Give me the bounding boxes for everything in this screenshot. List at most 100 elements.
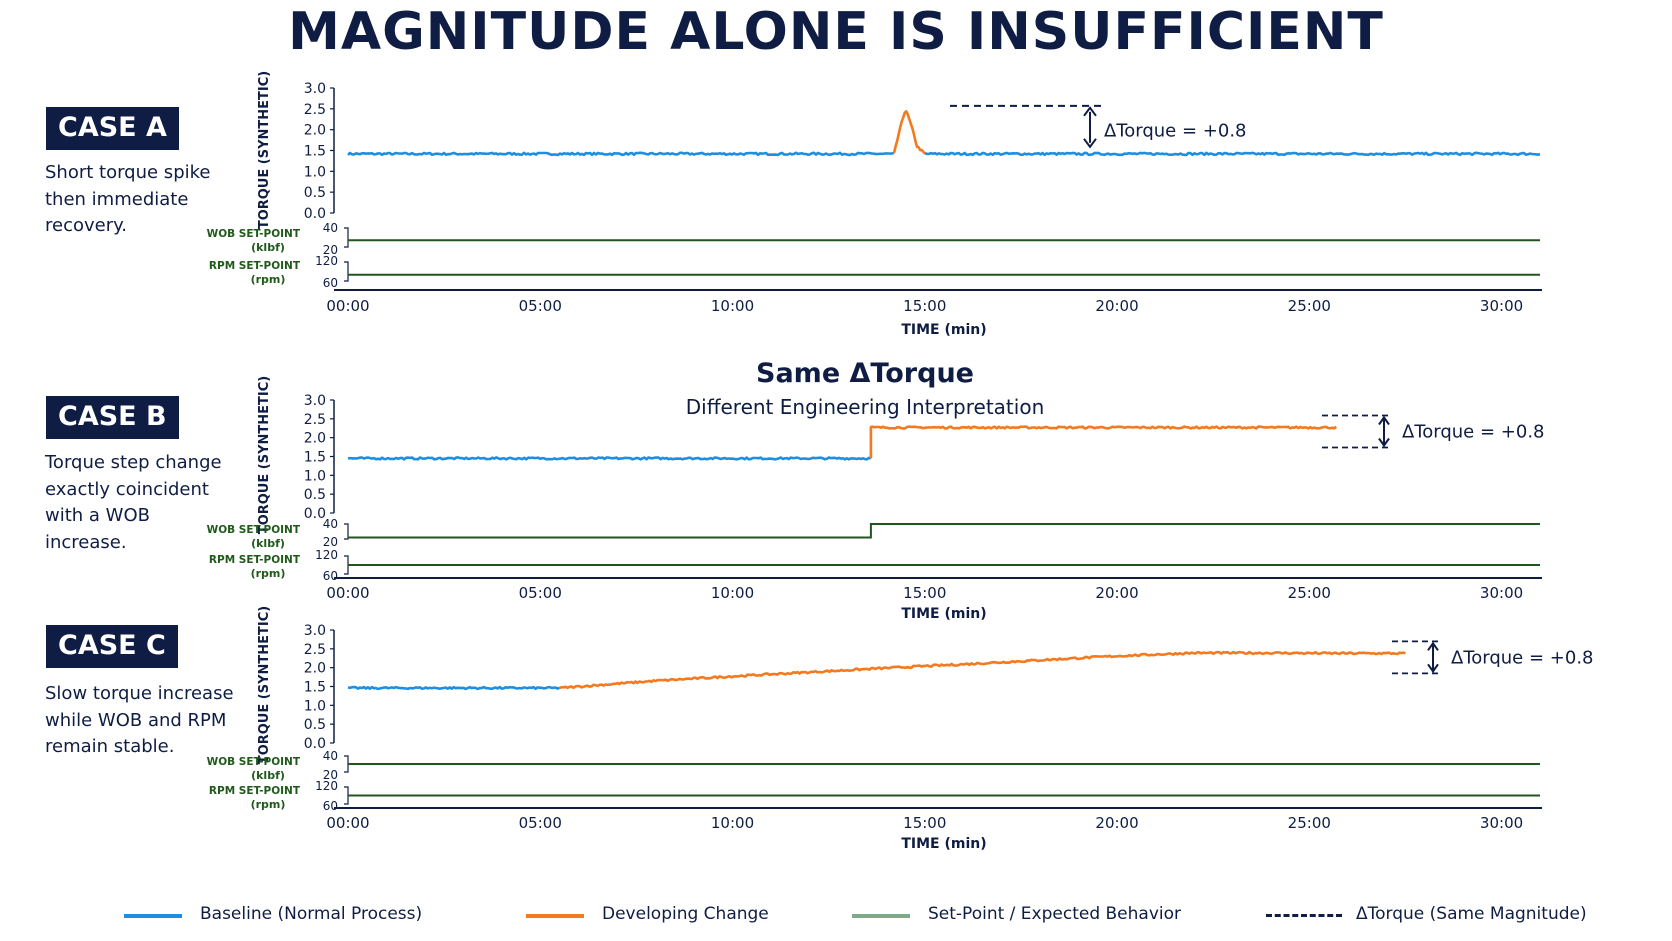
case-c-rpm-tick-120: 120	[315, 779, 338, 793]
case-b-torque-ytick-label: 2.5	[304, 412, 326, 428]
case-a-xtick-label: 10:00	[711, 297, 754, 315]
case-a-torque-developing-series	[892, 110, 926, 155]
legend-label-baseline: Baseline (Normal Process)	[200, 904, 423, 924]
legend-swatch-setpoint	[852, 914, 910, 918]
case-a-delta-arrowhead-up	[1083, 106, 1097, 117]
case-b-torque-ytick-label: 0.0	[304, 506, 326, 522]
case-a-torque-ylabel: TORQUE (SYNTHETIC)	[257, 71, 272, 229]
case-b-description: Torque step change exactly coincident wi…	[45, 452, 222, 553]
case-a-rpm-label: RPM SET-POINT	[209, 260, 301, 272]
case-a-rpm-unit: (rpm)	[251, 273, 286, 286]
case-b-wob-unit: (klbf)	[251, 537, 285, 550]
case-c-xtick-label: 00:00	[326, 814, 369, 832]
case-c-rpm-label: RPM SET-POINT	[209, 785, 301, 797]
middle-title: Same ΔTorque	[756, 358, 974, 389]
case-b-rpm-label: RPM SET-POINT	[209, 554, 301, 566]
case-c-xtick-label: 10:00	[711, 814, 754, 832]
case-c-delta-arrowhead-down	[1427, 663, 1439, 674]
case-c-wob-label: WOB SET-POINT	[207, 756, 301, 768]
case-b-xtick-label: 00:00	[326, 584, 369, 602]
case-a-delta-label: ΔTorque = +0.8	[1104, 121, 1247, 142]
case-c-delta-arrowhead-up	[1427, 641, 1439, 651]
case-c-torque-ytick-label: 3.0	[304, 623, 326, 639]
case-c-torque-baseline-series	[347, 685, 560, 691]
case-b-torque-ytick-label: 2.0	[304, 431, 326, 447]
case-a-xtick-label: 20:00	[1095, 297, 1138, 315]
case-c-rpm-tick-60: 60	[323, 799, 338, 813]
legend-label-developing: Developing Change	[602, 904, 769, 924]
case-b-wob-tick-40: 40	[323, 517, 338, 531]
case-a-xtick-label: 15:00	[903, 297, 946, 315]
legend-label-delta: ΔTorque (Same Magnitude)	[1356, 904, 1587, 924]
case-b-delta-label: ΔTorque = +0.8	[1402, 421, 1545, 442]
case-b-torque-developing-series	[869, 425, 1338, 459]
case-a-torque-ytick-label: 0.0	[304, 206, 326, 222]
case-a-xtick-label: 30:00	[1480, 297, 1523, 315]
case-a-wob-bracket	[344, 227, 349, 248]
case-b-torque-ytick-label: 1.0	[304, 468, 326, 484]
case-b-delta-arrowhead-down	[1378, 437, 1390, 448]
case-b-wob-tick-20: 20	[323, 535, 338, 549]
case-a-torque-baseline-series	[347, 151, 895, 157]
middle-subtitle: Different Engineering Interpretation	[685, 395, 1045, 419]
case-b-rpm-tick-60: 60	[323, 569, 338, 583]
case-a-rpm-tick-60: 60	[323, 276, 338, 290]
case-a-description: Short torque spike then immediate recove…	[45, 162, 211, 236]
case-c-torque-ytick-label: 1.0	[304, 698, 326, 714]
case-b-xlabel: TIME (min)	[901, 606, 986, 622]
case-a-delta-arrowhead-down	[1083, 138, 1097, 149]
case-a-torque-ytick-label: 1.0	[304, 164, 326, 180]
case-c-torque-ylabel: TORQUE (SYNTHETIC)	[257, 606, 272, 764]
case-c-description: Slow torque increase while WOB and RPM r…	[45, 683, 234, 757]
case-c-wob-tick-20: 20	[323, 768, 338, 782]
case-c-wob-tick-40: 40	[323, 749, 338, 763]
case-b-torque-ytick-label: 3.0	[304, 393, 326, 409]
case-a-rpm-bracket	[344, 261, 349, 282]
case-c-torque-ytick-label: 0.5	[304, 717, 326, 733]
case-b-torque-ytick-label: 1.5	[304, 450, 326, 466]
case-a-xtick-label: 25:00	[1288, 297, 1331, 315]
case-b-xtick-label: 05:00	[519, 584, 562, 602]
case-c-badge: CASE C	[46, 625, 178, 668]
case-b-xtick-label: 10:00	[711, 584, 754, 602]
case-c-wob-unit: (klbf)	[251, 769, 285, 782]
case-a-torque-baseline-series	[924, 151, 1541, 157]
case-c-xlabel: TIME (min)	[901, 836, 986, 852]
case-b-wob-setpoint-line	[348, 523, 1540, 539]
case-b-wob-bracket	[344, 523, 349, 540]
case-a-wob-unit: (klbf)	[251, 241, 285, 254]
case-b-delta-arrowhead-up	[1378, 415, 1390, 426]
case-a-torque-ytick-label: 2.5	[304, 102, 326, 118]
legend-swatch-delta	[1266, 914, 1342, 917]
case-c-xtick-label: 05:00	[519, 814, 562, 832]
case-b-wob-label: WOB SET-POINT	[207, 524, 301, 536]
case-a-torque-ytick-label: 2.0	[304, 123, 326, 139]
case-a-wob-tick-20: 20	[323, 243, 338, 257]
case-c-torque-ytick-label: 2.0	[304, 661, 326, 677]
case-c-torque-ytick-label: 0.0	[304, 736, 326, 752]
case-c-xtick-label: 25:00	[1288, 814, 1331, 832]
case-c-torque-ytick-label: 1.5	[304, 680, 326, 696]
case-a-xtick-label: 05:00	[519, 297, 562, 315]
case-c-wob-bracket	[344, 755, 349, 773]
case-c-rpm-bracket	[344, 786, 349, 805]
case-b-badge: CASE B	[46, 396, 179, 439]
case-b-xtick-label: 15:00	[903, 584, 946, 602]
case-a-rpm-tick-120: 120	[315, 254, 338, 268]
legend-swatch-baseline	[124, 914, 182, 918]
case-c-rpm-unit: (rpm)	[251, 798, 286, 811]
case-b-rpm-bracket	[344, 555, 349, 575]
case-a-badge: CASE A	[46, 107, 179, 150]
case-c-xtick-label: 15:00	[903, 814, 946, 832]
case-c-xtick-label: 20:00	[1095, 814, 1138, 832]
case-b-torque-baseline-series	[347, 456, 872, 461]
case-c-torque-developing-series	[558, 650, 1406, 690]
case-a-wob-tick-40: 40	[323, 221, 338, 235]
case-c-delta-label: ΔTorque = +0.8	[1451, 647, 1594, 668]
case-b-rpm-unit: (rpm)	[251, 567, 286, 580]
legend: Baseline (Normal Process) Developing Cha…	[0, 900, 1672, 930]
case-c-torque-ytick-label: 2.5	[304, 642, 326, 658]
page-title: MAGNITUDE ALONE IS INSUFFICIENT	[288, 2, 1384, 62]
case-a-xtick-label: 00:00	[326, 297, 369, 315]
